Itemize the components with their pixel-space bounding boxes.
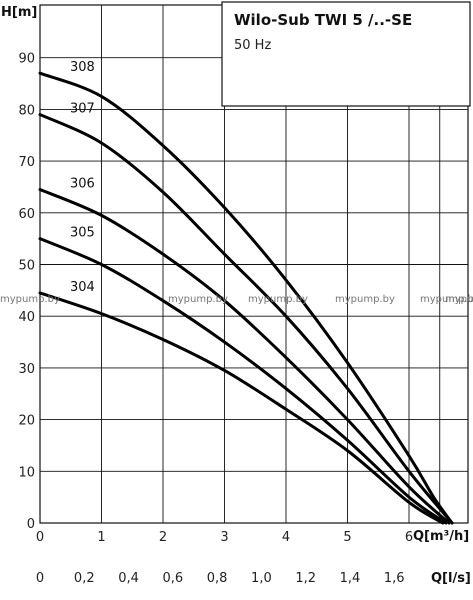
x2-tick-label: 0,2 (74, 571, 95, 586)
y-tick-label: 10 (18, 465, 35, 480)
x2-tick-label: 1,2 (295, 571, 316, 586)
chart-title: Wilo-Sub TWI 5 /..-SE (234, 11, 412, 29)
y-tick-label: 50 (18, 259, 35, 274)
x-tick-label: 2 (159, 530, 167, 545)
x-tick-label: 1 (97, 530, 105, 545)
x-tick-label: 4 (282, 530, 290, 545)
curve-label-306: 306 (70, 177, 95, 192)
y-tick-label: 80 (18, 103, 35, 118)
x2-tick-label: 1,4 (340, 571, 361, 586)
watermark: mypump.by (335, 294, 395, 305)
x2-tick-label: 1,0 (251, 571, 272, 586)
curve-label-305: 305 (70, 226, 95, 241)
watermark: mypump.by (420, 294, 473, 305)
y-tick-label: 70 (18, 155, 35, 170)
curve-label-307: 307 (70, 102, 95, 117)
watermark: mypump.by (168, 294, 228, 305)
watermark: mypump.by (0, 294, 60, 305)
chart-subtitle: 50 Hz (234, 38, 271, 53)
curve-label-308: 308 (70, 60, 95, 75)
y-tick-label: 40 (18, 310, 35, 325)
title-box (221, 1, 471, 107)
watermark: mypump.by (445, 294, 473, 305)
x-axis-label: Q[m³/h] (413, 529, 469, 544)
x2-tick-label: 0,4 (118, 571, 139, 586)
x2-tick-label: 1,6 (384, 571, 405, 586)
x-tick-label: 3 (220, 530, 228, 545)
x2-axis-label: Q[l/s] (431, 571, 471, 586)
y-tick-label: 30 (18, 362, 35, 377)
y-tick-label: 20 (18, 414, 35, 429)
y-axis-label: H[m] (1, 5, 37, 20)
x-tick-label: 5 (343, 530, 351, 545)
pump-curve-308 (38, 71, 454, 525)
x2-tick-label: 0 (36, 571, 44, 586)
x-tick-label: 0 (36, 530, 44, 545)
curves (38, 71, 454, 525)
x-tick-label: 6 (405, 530, 413, 545)
curve-label-304: 304 (70, 280, 95, 295)
y-tick-label: 0 (27, 517, 35, 532)
x2-tick-label: 0,8 (207, 571, 228, 586)
y-tick-label: 90 (18, 52, 35, 67)
y-tick-label: 60 (18, 207, 35, 222)
pump-curve-306 (38, 188, 451, 525)
watermark: mypump.by (248, 294, 308, 305)
pump-curve-305 (38, 237, 448, 525)
pump-curve-304 (38, 291, 445, 525)
x2-tick-label: 0,6 (162, 571, 183, 586)
pump-curve-307 (38, 113, 454, 525)
